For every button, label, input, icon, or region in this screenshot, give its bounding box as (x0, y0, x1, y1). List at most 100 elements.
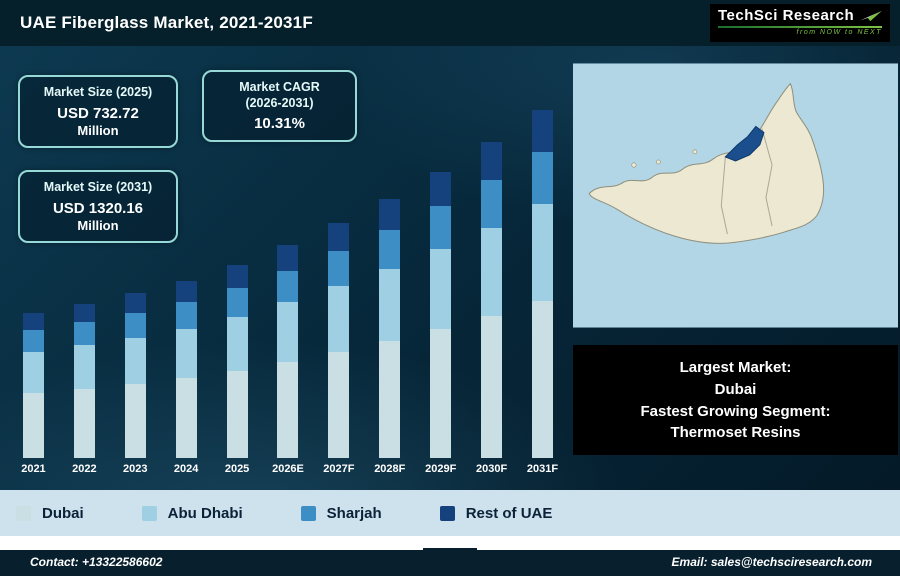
emirate-border-1 (720, 156, 728, 235)
stat-value: USD 1320.16 (52, 199, 144, 217)
x-axis-label: 2029F (425, 463, 457, 475)
legend-label: Rest of UAE (465, 504, 553, 522)
bar-segment-sharjah (226, 287, 248, 317)
chart-bar-column-2022: 2022 (59, 110, 110, 478)
techsci-logo: TechSci Research from NOW to NEXT (710, 4, 890, 42)
x-axis-label: 2026E (272, 463, 304, 475)
largest-market-box: Largest Market: Dubai Fastest Growing Se… (573, 345, 898, 455)
island-3 (692, 149, 698, 155)
chart-bar-column-2025: 2025 (212, 110, 263, 478)
map-panel (573, 50, 898, 341)
bar-segment-sharjah (277, 270, 299, 303)
stat-box-market-size-2031: Market Size (2031) USD 1320.16 Million (18, 170, 178, 243)
stacked-bar-2021 (22, 110, 44, 458)
bar-segment-abu-dhabi (175, 328, 197, 379)
chart-bar-column-2027f: 2027F (313, 110, 364, 478)
stat-value: USD 732.72 (57, 104, 139, 122)
uae-map (573, 63, 898, 328)
bar-segment-abu-dhabi (277, 302, 299, 363)
legend-swatch-dubai (16, 505, 31, 521)
stat-sublabel: (2026-2031) (245, 95, 314, 110)
x-axis-label: 2024 (173, 463, 199, 475)
bar-segment-dubai (277, 362, 299, 458)
highlight-line: Fastest Growing Segment: (640, 402, 831, 420)
stacked-bar-2027f (328, 110, 350, 458)
highlight-line: Largest Market: (679, 359, 792, 376)
chart-legend: Dubai Abu Dhabi Sharjah Rest of UAE (0, 490, 900, 536)
bar-segment-rest-of-uae (175, 280, 197, 303)
legend-item-rest-of-uae: Rest of UAE (439, 504, 553, 522)
stat-label: Market Size (2031) (43, 180, 153, 194)
x-axis-label: 2030F (476, 463, 508, 475)
stat-unit: Million (77, 122, 119, 138)
stacked-bar-2023 (124, 110, 146, 458)
bar-segment-dubai (175, 378, 197, 458)
stacked-bar-2025 (226, 110, 248, 458)
footer-contact: Contact: +13322586602 (0, 548, 423, 576)
chart-bar-column-2021: 2021 (8, 110, 59, 478)
bar-segment-abu-dhabi (226, 316, 248, 371)
legend-label: Dubai (42, 504, 84, 522)
logo-tagline: from NOW to NEXT (796, 29, 882, 36)
bar-segment-abu-dhabi (124, 337, 146, 384)
bar-segment-abu-dhabi (73, 345, 95, 389)
island-1 (631, 162, 637, 168)
bar-segment-dubai (532, 301, 554, 458)
bar-segment-sharjah (124, 313, 146, 338)
paper-plane-icon (860, 10, 882, 21)
chart-bar-column-2023: 2023 (110, 110, 161, 478)
x-axis-label: 2023 (123, 463, 148, 475)
stacked-bar-2024 (175, 110, 197, 458)
x-axis-label: 2025 (224, 463, 250, 475)
stacked-bar-chart: 2021 2022 2023 2024 2025 2026E 2027F 2028F 2029F… (8, 110, 568, 478)
chart-bar-column-2029f: 2029F (415, 110, 466, 478)
bar-segment-rest-of-uae (226, 264, 248, 288)
logo-name: TechSci Research (718, 7, 855, 24)
stat-label: Market Size (2025) (43, 85, 153, 99)
stat-box-market-cagr: Market CAGR (2026-2031) 10.31% (202, 70, 357, 143)
gap-strip (0, 536, 900, 548)
bar-segment-rest-of-uae (22, 312, 44, 331)
bar-segment-dubai (379, 341, 401, 458)
stacked-bar-2030f (481, 110, 503, 458)
stacked-bar-2031f (532, 110, 554, 458)
bar-segment-rest-of-uae (532, 110, 554, 152)
bar-segment-sharjah (481, 180, 503, 228)
bar-segment-sharjah (328, 251, 350, 287)
bar-segment-abu-dhabi (481, 227, 503, 316)
bar-segment-dubai (328, 352, 350, 458)
bar-segment-dubai (124, 383, 146, 458)
chart-bar-column-2031f: 2031F (517, 110, 568, 478)
stacked-bar-2022 (73, 110, 95, 458)
bar-segment-abu-dhabi (430, 249, 452, 330)
chart-bar-column-2026e: 2026E (263, 110, 314, 478)
bar-segment-rest-of-uae (328, 222, 350, 252)
dubai-highlight-region (724, 125, 765, 162)
legend-swatch-rest-of-uae (439, 505, 455, 521)
bar-segment-sharjah (175, 302, 197, 329)
island-2 (655, 159, 661, 165)
legend-swatch-abu-dhabi (141, 505, 157, 521)
bar-segment-abu-dhabi (22, 352, 44, 393)
logo-underline (718, 26, 882, 28)
stat-unit: Million (77, 217, 119, 233)
stat-box-market-size-2025: Market Size (2025) USD 732.72 Million (18, 75, 178, 148)
bar-segment-sharjah (22, 330, 44, 353)
bar-segment-rest-of-uae (430, 171, 452, 207)
uae-landmass (588, 82, 825, 244)
bar-segment-rest-of-uae (379, 198, 401, 230)
bar-segment-dubai (73, 388, 95, 458)
bar-segment-rest-of-uae (481, 142, 503, 181)
legend-item-abu-dhabi: Abu Dhabi (141, 505, 243, 522)
chart-area: Market Size (2025) USD 732.72 Million Ma… (0, 46, 900, 490)
bar-segment-abu-dhabi (532, 203, 554, 302)
bar-segment-rest-of-uae (73, 303, 95, 323)
bar-segment-abu-dhabi (379, 268, 401, 342)
bar-segment-sharjah (73, 322, 95, 346)
footer-email: Email: sales@techsciresearch.com (477, 548, 900, 576)
highlight-line: Dubai (714, 380, 757, 398)
stacked-bar-2026e (277, 110, 299, 458)
x-axis-label: 2031F (526, 463, 559, 475)
bar-segment-sharjah (532, 151, 554, 204)
